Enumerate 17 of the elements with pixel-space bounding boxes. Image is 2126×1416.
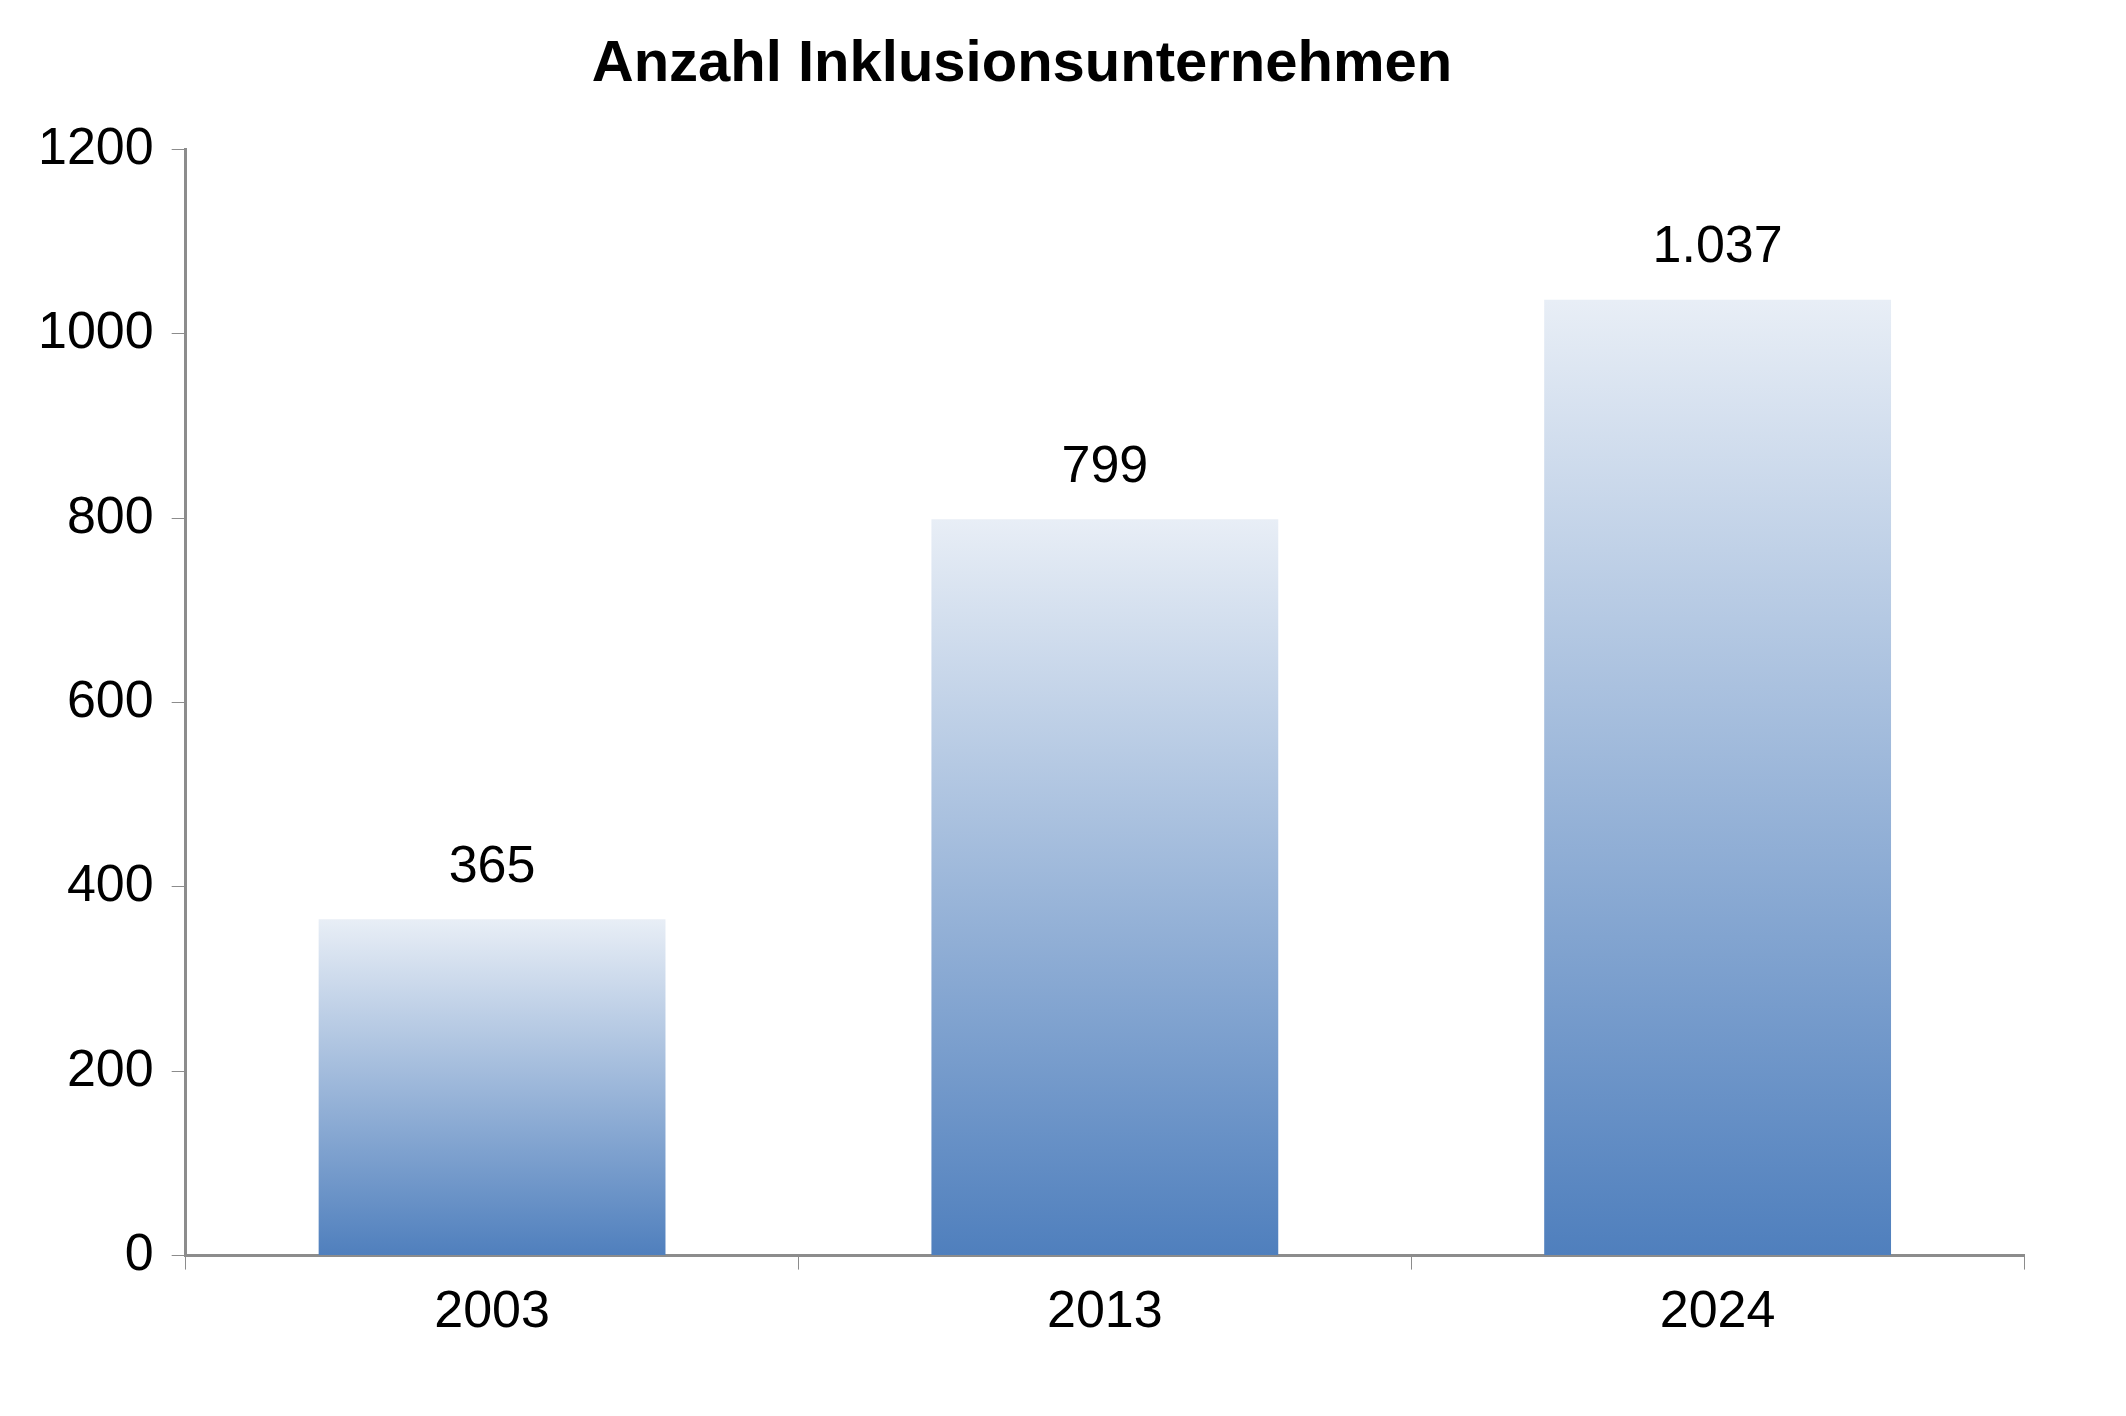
x-tick-label: 2003 [434,1280,550,1339]
data-label: 1.037 [1652,215,1783,274]
x-tick-label: 2013 [1047,1280,1163,1339]
y-tick-label: 400 [66,854,154,913]
y-tick-label: 600 [66,669,154,728]
y-tick-label: 200 [66,1038,154,1097]
y-tick-label: 1200 [37,116,154,175]
bar [931,519,1279,1256]
x-tick-label: 2024 [1659,1280,1776,1339]
chart-title: Anzahl Inklusionsunternehmen [591,27,1453,93]
data-label: 799 [1061,434,1149,493]
y-tick-label: 1000 [37,301,154,360]
data-label: 365 [448,834,536,893]
y-tick-label: 800 [66,485,154,544]
bar [318,919,666,1256]
y-tick-label: 0 [124,1222,154,1281]
bar [1544,299,1892,1256]
